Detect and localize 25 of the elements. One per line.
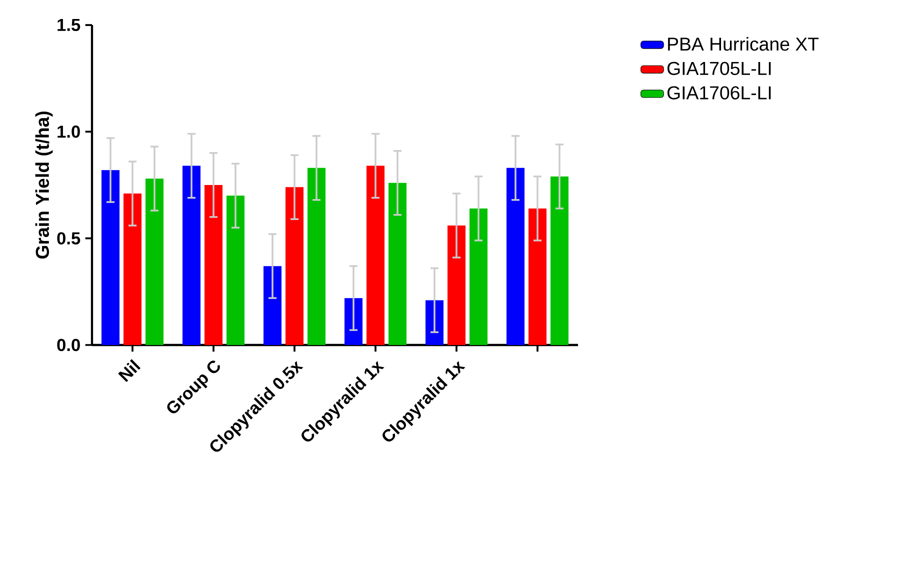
bar: [102, 170, 120, 345]
bar: [550, 176, 568, 345]
bar: [286, 187, 304, 345]
bar: [146, 178, 164, 345]
legend-label: GIA1705L-LI: [667, 62, 771, 76]
bar: [264, 266, 282, 345]
y-tick-label: 0.5: [57, 232, 80, 244]
bar: [506, 168, 525, 345]
y-tick-label: 1.5: [58, 18, 80, 32]
bar: [388, 182, 406, 345]
bar: [226, 196, 244, 345]
bar: [308, 168, 326, 345]
bar: [124, 194, 142, 345]
bar: [528, 208, 546, 345]
y-axis-title: Grain Yield (t/ha): [35, 112, 53, 259]
bar: [204, 185, 223, 345]
bar: [448, 226, 466, 345]
bar: [470, 208, 488, 345]
bar: [366, 166, 384, 345]
bar: [182, 166, 200, 345]
legend-label: PBA Hurricane XT: [668, 37, 819, 51]
legend-label: GIA1706L-LI: [667, 86, 771, 100]
y-tick-label: 0.0: [57, 338, 80, 352]
x-tick-label: Nil: [118, 359, 141, 382]
y-tick-label: 1.0: [58, 126, 80, 138]
